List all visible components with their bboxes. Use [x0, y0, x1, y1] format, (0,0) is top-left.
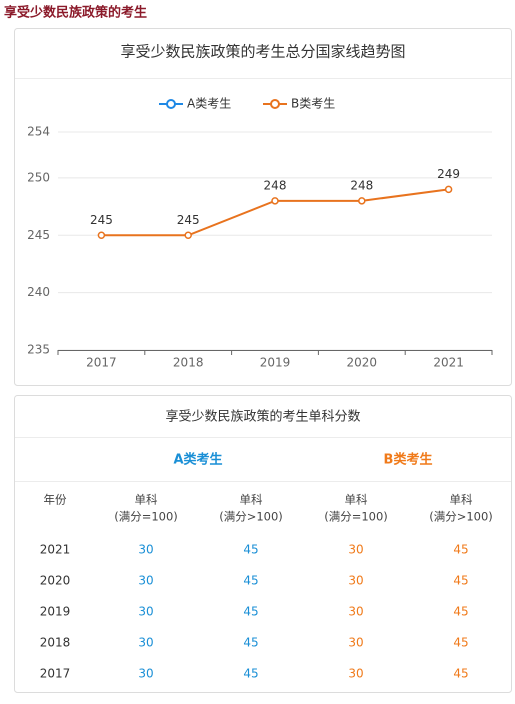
- table-cell: 30: [348, 605, 363, 619]
- x-tick-label: 2020: [347, 356, 378, 370]
- point: [444, 185, 453, 194]
- table-cell: 45: [243, 543, 258, 557]
- column-header: 单科: [240, 493, 263, 507]
- y-tick-label: 245: [27, 228, 50, 242]
- column-header: (满分>100): [219, 510, 283, 524]
- table-card: [14, 395, 512, 693]
- x-tick-label: 2017: [86, 356, 117, 370]
- data-label: 248: [350, 178, 373, 192]
- table-cell: 45: [243, 605, 258, 619]
- table-cell: 45: [243, 667, 258, 681]
- table-cell: 30: [138, 543, 153, 557]
- table-cell: 2018: [40, 636, 71, 650]
- data-label: 245: [177, 213, 200, 227]
- chart-card: [14, 28, 512, 386]
- legend-label: A类考生: [187, 97, 231, 111]
- table-cell: 45: [243, 574, 258, 588]
- table-cell: 2019: [40, 605, 71, 619]
- table-cell: 30: [348, 667, 363, 681]
- heading: 享受少数民族政策的考生: [4, 5, 147, 21]
- group-header: A类考生: [173, 452, 222, 468]
- column-header: 年份: [44, 493, 67, 507]
- column-header: (满分=100): [324, 510, 388, 524]
- table-cell: 30: [138, 605, 153, 619]
- table-cell: 45: [453, 605, 468, 619]
- column-header: 单科: [135, 493, 158, 507]
- point: [184, 231, 192, 240]
- y-tick-label: 250: [27, 170, 50, 184]
- legend-marker: [166, 99, 176, 109]
- table-cell: 45: [453, 543, 468, 557]
- table-title: 享受少数民族政策的考生单科分数: [165, 409, 360, 425]
- column-header: (满分=100): [114, 510, 178, 524]
- data-label: 245: [90, 213, 113, 227]
- table-cell: 30: [138, 574, 153, 588]
- point: [358, 197, 366, 205]
- column-header: (满分>100): [429, 510, 493, 524]
- table-cell: 2020: [40, 574, 71, 588]
- data-label: 249: [437, 167, 460, 181]
- table-cell: 30: [138, 636, 153, 650]
- y-tick-label: 240: [27, 285, 50, 299]
- table-cell: 30: [348, 636, 363, 650]
- x-tick-label: 2019: [260, 356, 291, 370]
- y-tick-label: 235: [27, 343, 50, 357]
- chart-title: 享受少数民族政策的考生总分国家线趋势图: [120, 43, 405, 61]
- point: [271, 197, 279, 205]
- table-cell: 45: [453, 574, 468, 588]
- table-cell: 2021: [40, 543, 71, 557]
- x-tick-label: 2018: [173, 356, 204, 370]
- y-tick-label: 254: [27, 125, 50, 139]
- table-cell: 45: [453, 636, 468, 650]
- table-cell: 30: [348, 574, 363, 588]
- data-label: 248: [264, 178, 287, 192]
- table-cell: 45: [243, 636, 258, 650]
- point: [97, 231, 106, 240]
- table-cell: 2017: [40, 667, 71, 681]
- table-cell: 30: [348, 543, 363, 557]
- legend-label: B类考生: [291, 97, 335, 111]
- legend-marker: [270, 99, 280, 109]
- group-header: B类考生: [384, 452, 433, 468]
- column-header: 单科: [450, 493, 473, 507]
- column-header: 单科: [345, 493, 368, 507]
- x-tick-label: 2021: [433, 356, 464, 370]
- table-cell: 30: [138, 667, 153, 681]
- table-cell: 45: [453, 667, 468, 681]
